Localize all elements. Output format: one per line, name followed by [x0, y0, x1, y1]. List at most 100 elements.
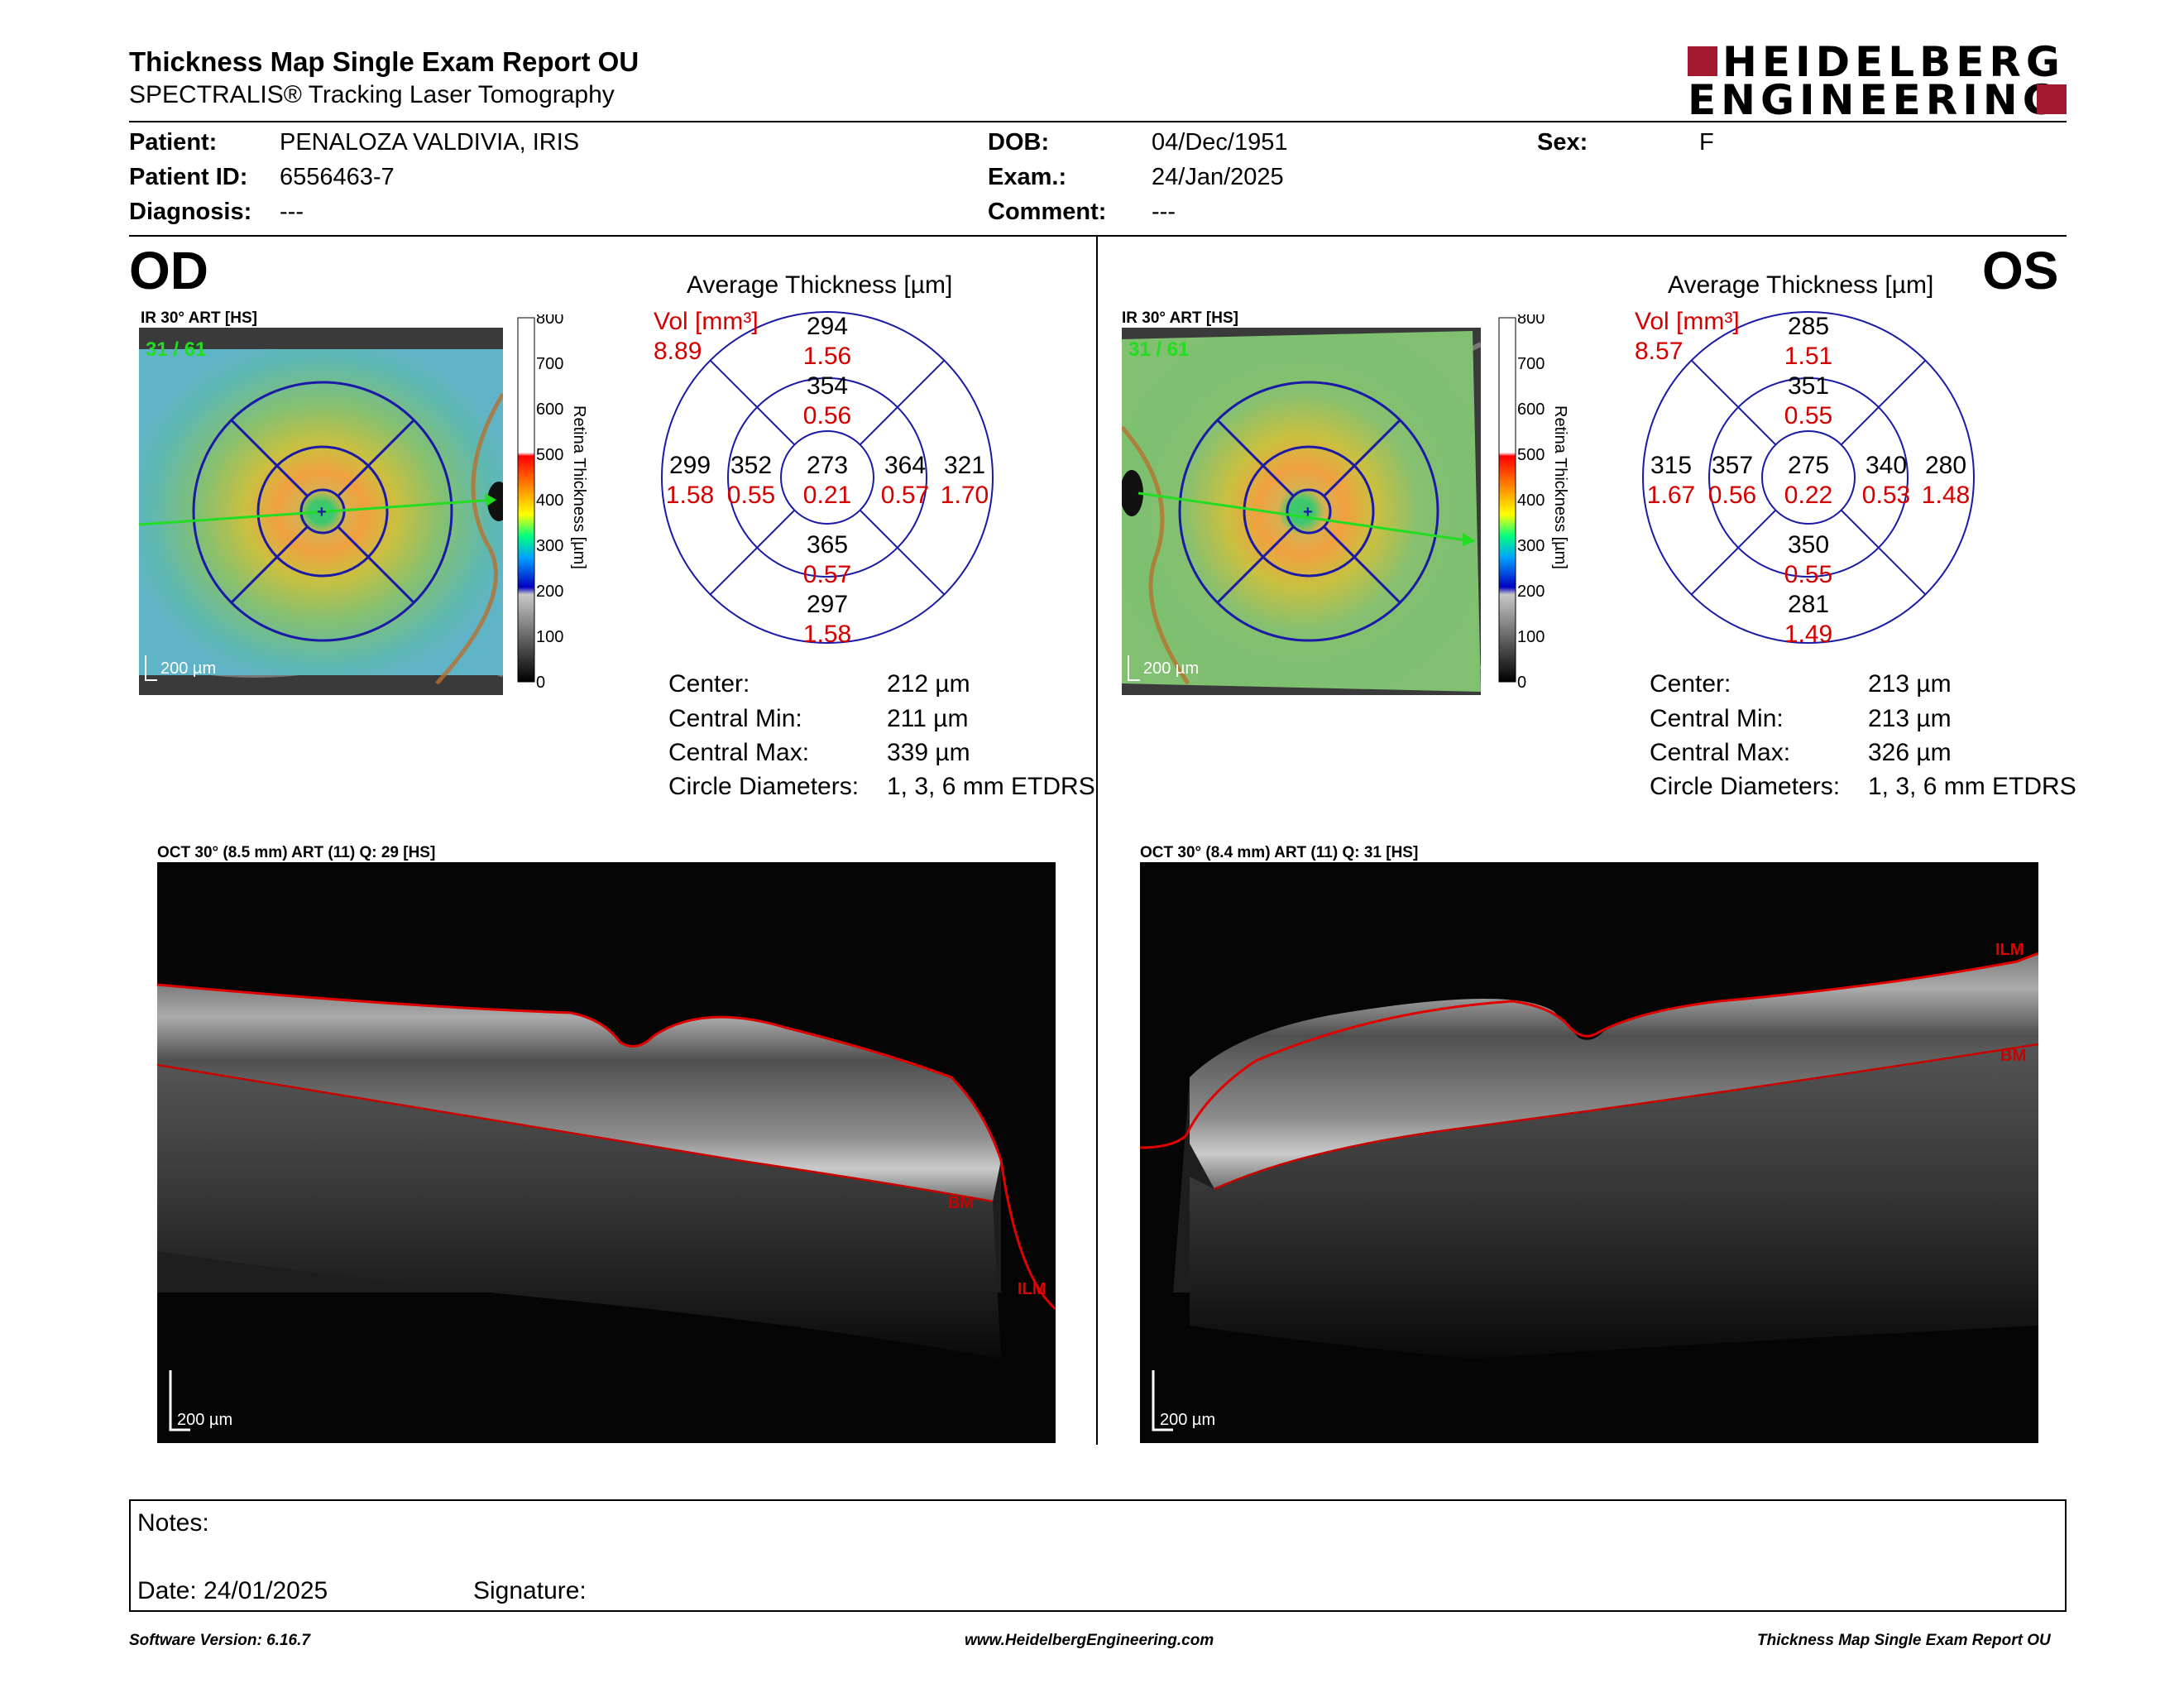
od-outer-left-thickness: 299 — [669, 452, 711, 479]
od-oct-title: OCT 30° (8.5 mm) ART (11) Q: 29 [HS] — [157, 844, 436, 861]
dob-label: DOB: — [988, 129, 1050, 156]
os-fundus-title: IR 30° ART [HS] — [1122, 309, 1238, 327]
os-inner-top-thickness: 351 — [1788, 372, 1829, 400]
os-diam-label: Circle Diameters: — [1650, 773, 1841, 800]
patient-label: Patient: — [129, 129, 218, 156]
od-map-scale-bar — [145, 655, 157, 681]
header-divider — [129, 121, 2067, 122]
exam-label: Exam.: — [988, 164, 1067, 190]
os-scale-tick: 800 — [1517, 314, 1545, 328]
os-outer-right-thickness: 280 — [1925, 452, 1966, 479]
od-map-scale-label: 200 µm — [160, 659, 216, 678]
os-max-value: 326 µm — [1868, 739, 1952, 766]
os-center-value: 213 µm — [1868, 670, 1952, 698]
os-bm-line — [1214, 1043, 2038, 1191]
od-scale-tick: 0 — [536, 674, 545, 692]
od-scan-line — [139, 498, 496, 526]
logo-square-bottom — [2037, 84, 2067, 114]
os-scale-tick: 700 — [1517, 355, 1545, 373]
os-scale-label: Retina Thickness [µm] — [1551, 405, 1569, 569]
os-outer-right-volume: 1.48 — [1922, 482, 1970, 509]
od-inner-bottom-volume: 0.57 — [803, 561, 851, 588]
os-frame-counter: 31 / 61 — [1128, 338, 1189, 361]
os-vol-value: 8.57 — [1635, 338, 1684, 365]
report-title: Thickness Map Single Exam Report OU — [129, 46, 639, 77]
od-max-label: Central Max: — [668, 739, 810, 766]
notes-box: Notes: Date: 24/01/2025 Signature: — [129, 1499, 2067, 1612]
od-thickness-map: + 31 / 61 200 µm — [139, 328, 503, 695]
os-min-label: Central Min: — [1650, 705, 1784, 732]
od-vol-label: Vol [mm³] — [654, 308, 759, 335]
od-vol-value: 8.89 — [654, 338, 702, 365]
os-optic-disc — [1122, 470, 1143, 516]
od-center-volume: 0.21 — [803, 482, 851, 509]
os-center-thickness: 275 — [1788, 452, 1829, 479]
os-outer-top-volume: 1.51 — [1784, 343, 1832, 370]
od-scale-tick: 500 — [536, 446, 563, 464]
od-oct-scale-bar — [169, 1370, 190, 1431]
patient-id-label: Patient ID: — [129, 164, 248, 190]
os-etdrs-overlay — [1178, 381, 1439, 642]
info-divider — [129, 235, 2067, 237]
od-diam-value: 1, 3, 6 mm ETDRS — [887, 773, 1095, 800]
os-ilm-label: ILM — [1995, 941, 2024, 959]
od-scale-label: Retina Thickness [µm] — [570, 405, 588, 569]
center-divider — [1096, 237, 1098, 1445]
od-center-thickness: 273 — [807, 452, 848, 479]
os-scale-tick: 300 — [1517, 537, 1545, 555]
od-max-value: 339 µm — [887, 739, 970, 766]
od-frame-counter: 31 / 61 — [146, 338, 206, 361]
od-outer-right-thickness: 321 — [944, 452, 985, 479]
os-scale-tick: 600 — [1517, 400, 1545, 419]
patient-name: PENALOZA VALDIVIA, IRIS — [280, 129, 580, 156]
od-scan-arrow — [485, 493, 496, 506]
os-oct-scale-label: 200 µm — [1160, 1411, 1215, 1429]
od-scale-tick: 800 — [536, 314, 563, 328]
od-min-label: Central Min: — [668, 705, 802, 732]
os-inner-left-thickness: 357 — [1712, 452, 1753, 479]
od-scale-tick: 400 — [536, 492, 563, 510]
os-thickness-map: + 31 / 61 200 µm — [1122, 328, 1481, 695]
od-inner-top-thickness: 354 — [807, 372, 848, 400]
od-scale-tick: 200 — [536, 583, 563, 601]
od-eye-label: OD — [129, 241, 208, 300]
od-inner-bottom-thickness: 365 — [807, 531, 848, 559]
signature-label: Signature: — [473, 1577, 587, 1604]
os-inner-right-thickness: 340 — [1866, 452, 1907, 479]
os-vol-label: Vol [mm³] — [1635, 308, 1740, 335]
od-scale-tick: 700 — [536, 355, 563, 373]
diagnosis-label: Diagnosis: — [129, 199, 252, 225]
diagnosis-value: --- — [280, 199, 304, 225]
os-retina-layers — [1190, 953, 2038, 1189]
os-scale-ticks: 800 700 600 500 400 300 200 100 0 — [1517, 314, 1545, 692]
od-fovea-marker: + — [317, 503, 327, 521]
od-scale-ticks: 800 700 600 500 400 300 200 100 0 — [536, 314, 563, 692]
od-ilm-line — [157, 983, 1056, 1311]
exam-value: 24/Jan/2025 — [1152, 164, 1284, 190]
od-oct-scan: BM ILM 200 µm — [157, 862, 1056, 1443]
os-fovea-marker: + — [1303, 503, 1313, 521]
os-scale-tick: 500 — [1517, 446, 1545, 464]
os-oct-scale-bar — [1152, 1370, 1173, 1431]
od-inner-left-thickness: 352 — [730, 452, 772, 479]
os-center-label: Center: — [1650, 670, 1731, 698]
od-bm-line — [157, 1063, 994, 1203]
od-center-label: Center: — [668, 670, 750, 698]
od-choroid — [157, 1065, 1001, 1359]
os-outer-bottom-thickness: 281 — [1788, 591, 1829, 618]
footer-website: www.HeidelbergEngineering.com — [965, 1632, 1214, 1649]
comment-value: --- — [1152, 199, 1176, 225]
os-min-value: 213 µm — [1868, 705, 1952, 732]
dob-value: 04/Dec/1951 — [1152, 129, 1288, 156]
od-etdrs-grid: 273 0.21 354 0.56 365 0.57 352 0.55 364 … — [661, 311, 994, 648]
os-choroid — [1190, 1044, 2038, 1359]
os-center-volume: 0.22 — [1784, 482, 1832, 509]
os-color-scale: 800 700 600 500 400 300 200 100 0 Retina… — [1498, 314, 1569, 692]
od-oct-scale-label: 200 µm — [177, 1411, 232, 1429]
od-scale-tick: 100 — [536, 628, 563, 646]
od-outer-bottom-thickness: 297 — [807, 591, 848, 618]
od-color-scale: 800 700 600 500 400 300 200 100 0 Retina… — [517, 314, 588, 692]
os-outer-top-thickness: 285 — [1788, 313, 1829, 340]
od-center-value: 212 µm — [887, 670, 970, 698]
od-retina-layers — [157, 985, 1001, 1201]
